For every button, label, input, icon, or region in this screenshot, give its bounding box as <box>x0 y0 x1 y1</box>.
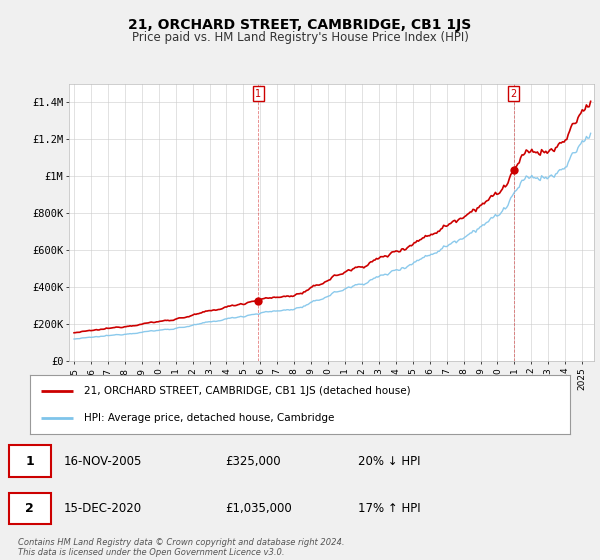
Text: 21, ORCHARD STREET, CAMBRIDGE, CB1 1JS (detached house): 21, ORCHARD STREET, CAMBRIDGE, CB1 1JS (… <box>84 386 410 396</box>
Text: 1: 1 <box>25 455 34 468</box>
Text: 15-DEC-2020: 15-DEC-2020 <box>64 502 142 515</box>
Text: 2: 2 <box>25 502 34 515</box>
Text: 16-NOV-2005: 16-NOV-2005 <box>64 455 142 468</box>
Text: 1: 1 <box>255 88 262 99</box>
Text: Price paid vs. HM Land Registry's House Price Index (HPI): Price paid vs. HM Land Registry's House … <box>131 31 469 44</box>
FancyBboxPatch shape <box>9 446 50 477</box>
Text: Contains HM Land Registry data © Crown copyright and database right 2024.
This d: Contains HM Land Registry data © Crown c… <box>18 538 344 557</box>
Text: £325,000: £325,000 <box>225 455 281 468</box>
Text: 21, ORCHARD STREET, CAMBRIDGE, CB1 1JS: 21, ORCHARD STREET, CAMBRIDGE, CB1 1JS <box>128 18 472 32</box>
Text: 20% ↓ HPI: 20% ↓ HPI <box>358 455 420 468</box>
Text: HPI: Average price, detached house, Cambridge: HPI: Average price, detached house, Camb… <box>84 413 334 423</box>
Text: 17% ↑ HPI: 17% ↑ HPI <box>358 502 420 515</box>
Text: £1,035,000: £1,035,000 <box>225 502 292 515</box>
Text: 2: 2 <box>511 88 517 99</box>
FancyBboxPatch shape <box>9 493 50 524</box>
